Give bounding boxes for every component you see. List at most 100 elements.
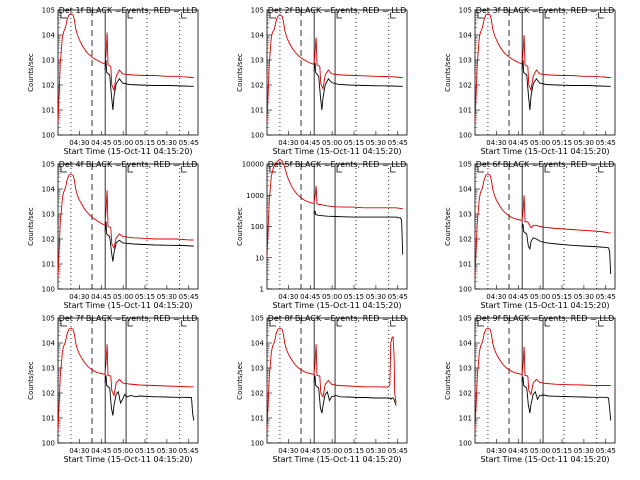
- corner-mark: [60, 166, 67, 173]
- plot-frame: [266, 317, 408, 444]
- x-tick-label: 05:15: [552, 447, 572, 455]
- corner-mark: [181, 320, 187, 327]
- series-line-events: [521, 376, 612, 421]
- y-tick-label: 102: [459, 390, 472, 398]
- y-axis-label: Counts/sec: [444, 207, 452, 246]
- x-tick-label: 05:30: [366, 139, 386, 147]
- corner-mark: [269, 166, 276, 173]
- y-tick-label: 102: [251, 82, 264, 90]
- x-tick-label: 05:00: [113, 293, 133, 301]
- x-tick-label: 05:45: [388, 139, 408, 147]
- panel-title: Det 1f BLACK =Events, RED = LLD: [59, 6, 198, 15]
- panel-title: Det 8f BLACK =Events, RED = LLD: [268, 314, 407, 323]
- y-tick-label: 104: [42, 186, 56, 194]
- x-tick-label: 05:30: [574, 293, 594, 301]
- y-tick-label: 100: [459, 286, 472, 294]
- x-axis-label: Start Time (15-Oct-11 04:15:20): [480, 147, 609, 156]
- series-line-lld: [57, 13, 194, 123]
- x-tick-label: 05:30: [157, 139, 177, 147]
- x-tick-label: 04:45: [300, 293, 320, 301]
- y-tick-label: 100: [42, 286, 55, 294]
- y-axis-label: Counts/sec: [236, 361, 244, 400]
- panel-det-3f: Det 3f BLACK =Events, RED = LLD 100 101 102…: [444, 6, 616, 156]
- y-tick-label: 103: [42, 57, 55, 65]
- x-tick-label: 05:00: [530, 139, 550, 147]
- y-tick-label: 103: [459, 365, 472, 373]
- y-tick-label: 104: [42, 340, 56, 348]
- panel-title: Det 3f BLACK =Events, RED = LLD: [476, 6, 615, 15]
- series-line-events: [313, 62, 403, 111]
- y-axis-label: Counts/sec: [236, 53, 244, 92]
- y-tick-label: 102: [42, 390, 55, 398]
- y-tick-label: 100: [251, 440, 264, 448]
- x-tick-label: 04:30: [69, 293, 89, 301]
- y-tick-label: 10000: [242, 161, 264, 169]
- y-tick-label: 100: [459, 132, 472, 140]
- corner-mark: [477, 320, 484, 327]
- series-line-events: [313, 375, 397, 414]
- corner-mark: [181, 12, 187, 19]
- y-tick-label: 105: [459, 315, 472, 323]
- y-tick-label: 100: [459, 440, 472, 448]
- x-tick-label: 05:30: [366, 447, 386, 455]
- x-axis-label: Start Time (15-Oct-11 04:15:20): [480, 301, 609, 310]
- x-tick-label: 05:45: [179, 447, 199, 455]
- x-tick-label: 04:30: [69, 447, 89, 455]
- corner-mark: [269, 320, 276, 327]
- series-line-lld: [474, 327, 611, 431]
- y-axis-label: Counts/sec: [236, 207, 244, 246]
- x-tick-label: 05:30: [157, 293, 177, 301]
- series-line-lld: [266, 14, 403, 123]
- panel-det-7f: Det 7f BLACK =Events, RED = LLD 100 101 102…: [27, 314, 199, 464]
- panel-title: Det 7f BLACK =Events, RED = LLD: [59, 314, 198, 323]
- series-line-events: [104, 59, 194, 111]
- panel-title: Det 6f BLACK =Events, RED = LLD: [476, 160, 615, 169]
- x-tick-label: 04:45: [300, 139, 320, 147]
- x-tick-label: 05:45: [596, 293, 616, 301]
- corner-mark: [269, 12, 276, 19]
- x-tick-label: 05:00: [322, 293, 342, 301]
- y-tick-label: 101: [459, 415, 472, 423]
- corner-mark: [60, 320, 67, 327]
- x-tick-label: 04:30: [278, 293, 298, 301]
- panel-det-5f: Det 5f BLACK =Events, RED = LLD 1 10 100 100…: [236, 158, 408, 310]
- x-tick-label: 05:30: [157, 447, 177, 455]
- x-tick-label: 04:30: [69, 139, 89, 147]
- plot-frame: [266, 163, 408, 290]
- y-tick-label: 104: [459, 186, 473, 194]
- x-tick-label: 05:00: [322, 139, 342, 147]
- x-axis-label: Start Time (15-Oct-11 04:15:20): [63, 455, 192, 464]
- plot-frame: [474, 163, 616, 290]
- panel-title: Det 9f BLACK =Events, RED = LLD: [476, 314, 615, 323]
- x-tick-label: 05:30: [574, 139, 594, 147]
- corner-mark: [598, 166, 604, 173]
- series-line-events: [104, 375, 195, 421]
- plot-frame: [57, 317, 199, 444]
- y-tick-label: 105: [42, 7, 55, 15]
- series-line-events: [521, 223, 612, 275]
- y-tick-label: 100: [42, 440, 55, 448]
- x-axis-label: Start Time (15-Oct-11 04:15:20): [480, 455, 609, 464]
- y-tick-label: 102: [42, 82, 55, 90]
- x-axis-label: Start Time (15-Oct-11 04:15:20): [272, 147, 401, 156]
- y-axis-label: Counts/sec: [27, 53, 35, 92]
- x-tick-label: 04:45: [508, 293, 528, 301]
- y-tick-label: 101: [251, 107, 264, 115]
- series-line-lld: [474, 173, 611, 277]
- corner-mark: [181, 166, 187, 173]
- corner-mark: [60, 12, 67, 19]
- panel-det-1f: Det 1f BLACK =Events, RED = LLD 100 101 102…: [27, 6, 199, 156]
- corner-mark: [477, 166, 484, 173]
- x-tick-label: 05:15: [344, 447, 364, 455]
- y-tick-label: 105: [42, 161, 55, 169]
- y-tick-label: 100: [42, 132, 55, 140]
- corner-mark: [544, 12, 551, 19]
- y-tick-label: 104: [459, 340, 473, 348]
- x-tick-label: 04:30: [486, 293, 506, 301]
- y-tick-label: 105: [459, 161, 472, 169]
- y-tick-label: 101: [459, 261, 472, 269]
- panel-det-2f: Det 2f BLACK =Events, RED = LLD 100 101 102…: [236, 6, 408, 156]
- x-tick-label: 04:45: [91, 447, 111, 455]
- x-tick-label: 04:30: [278, 447, 298, 455]
- x-tick-label: 05:45: [179, 139, 199, 147]
